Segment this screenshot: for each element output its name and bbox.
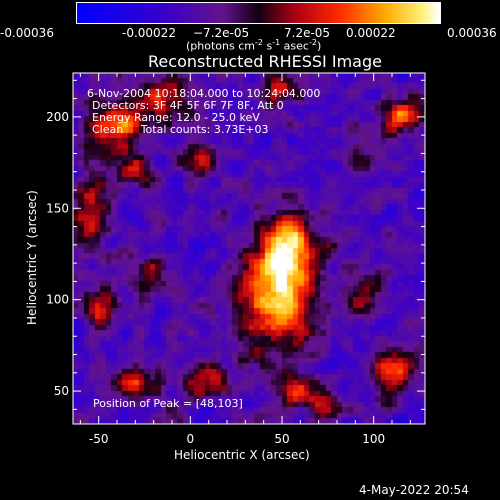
colorbar-tick-label: 0.00036: [447, 26, 497, 40]
colorbar-unit-label: (photons cm-2 s-1 asec-2): [186, 39, 321, 52]
x-tick-label: 50: [274, 432, 289, 446]
unit-exponent: -2: [254, 38, 263, 47]
y-tick-label: 100: [46, 293, 69, 307]
annotation-detectors: Detectors: 3F 4F 5F 6F 7F 8F, Att 0: [92, 99, 284, 112]
y-tick-label: 150: [46, 201, 69, 215]
x-axis-label: Heliocentric X (arcsec): [174, 448, 310, 462]
colorbar-tick-label: -0.00036: [0, 26, 54, 40]
x-tick-label: 100: [362, 432, 385, 446]
annotation-time-range: 6-Nov-2004 10:18:04.000 to 10:24:04.000: [87, 87, 321, 100]
annotation-peak-position: Position of Peak = [48,103]: [93, 397, 243, 410]
x-tick-label: -50: [89, 432, 109, 446]
y-tick-label: 50: [54, 384, 69, 398]
annotation-total-counts: Clean Total counts: 3.73E+03: [92, 123, 269, 136]
colorbar-gradient: [76, 2, 441, 24]
colorbar-tick-label: −7.2e-05: [193, 26, 250, 40]
unit-part: ): [316, 39, 322, 53]
y-tick-label: 200: [46, 110, 69, 124]
colorbar-tick-label: -0.00022: [122, 26, 176, 40]
footer-date: 4-May-2022 20:54: [359, 483, 469, 497]
unit-exponent: -1: [272, 38, 281, 47]
unit-part: (photons cm: [186, 39, 255, 53]
x-tick-label: 0: [187, 432, 195, 446]
plot-frame: [72, 72, 426, 425]
unit-part: asec: [280, 39, 309, 53]
unit-part: s: [262, 39, 273, 53]
chart-title: Reconstructed RHESSI Image: [148, 52, 382, 71]
colorbar-tick-label: 0.00022: [346, 26, 396, 40]
heatmap-image: [73, 73, 425, 424]
annotation-energy-range: Energy Range: 12.0 - 25.0 keV: [92, 111, 260, 124]
colorbar-tick-label: 7.2e-05: [284, 26, 331, 40]
unit-exponent: -2: [308, 38, 317, 47]
y-axis-label: Heliocentric Y (arcsec): [25, 190, 39, 325]
